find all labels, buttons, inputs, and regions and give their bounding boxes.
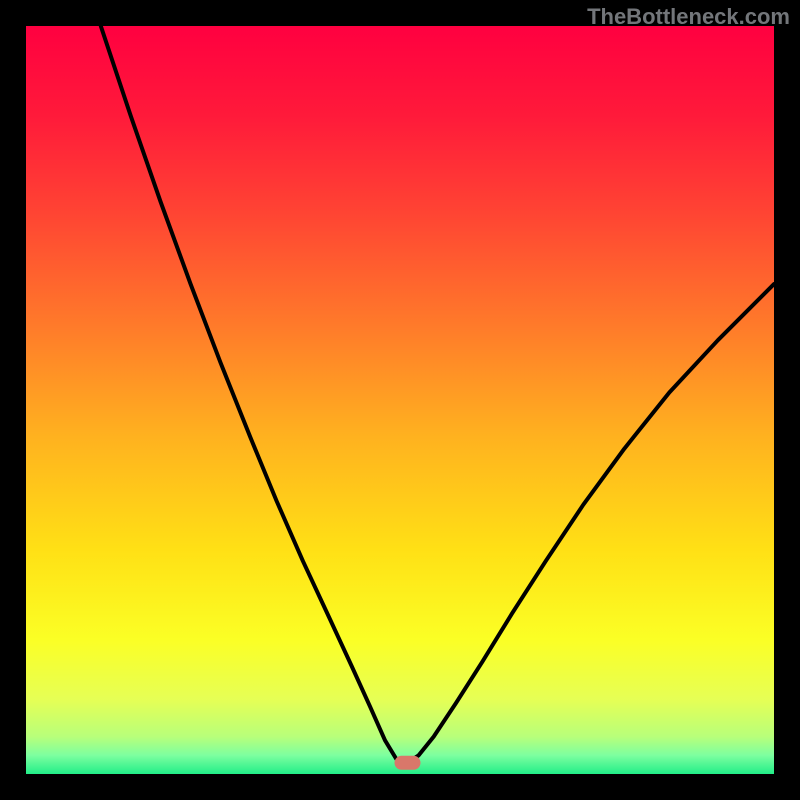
trough-marker (395, 756, 421, 770)
attribution-text: TheBottleneck.com (587, 4, 790, 30)
chart-frame: TheBottleneck.com (0, 0, 800, 800)
bottleneck-chart (0, 0, 800, 800)
